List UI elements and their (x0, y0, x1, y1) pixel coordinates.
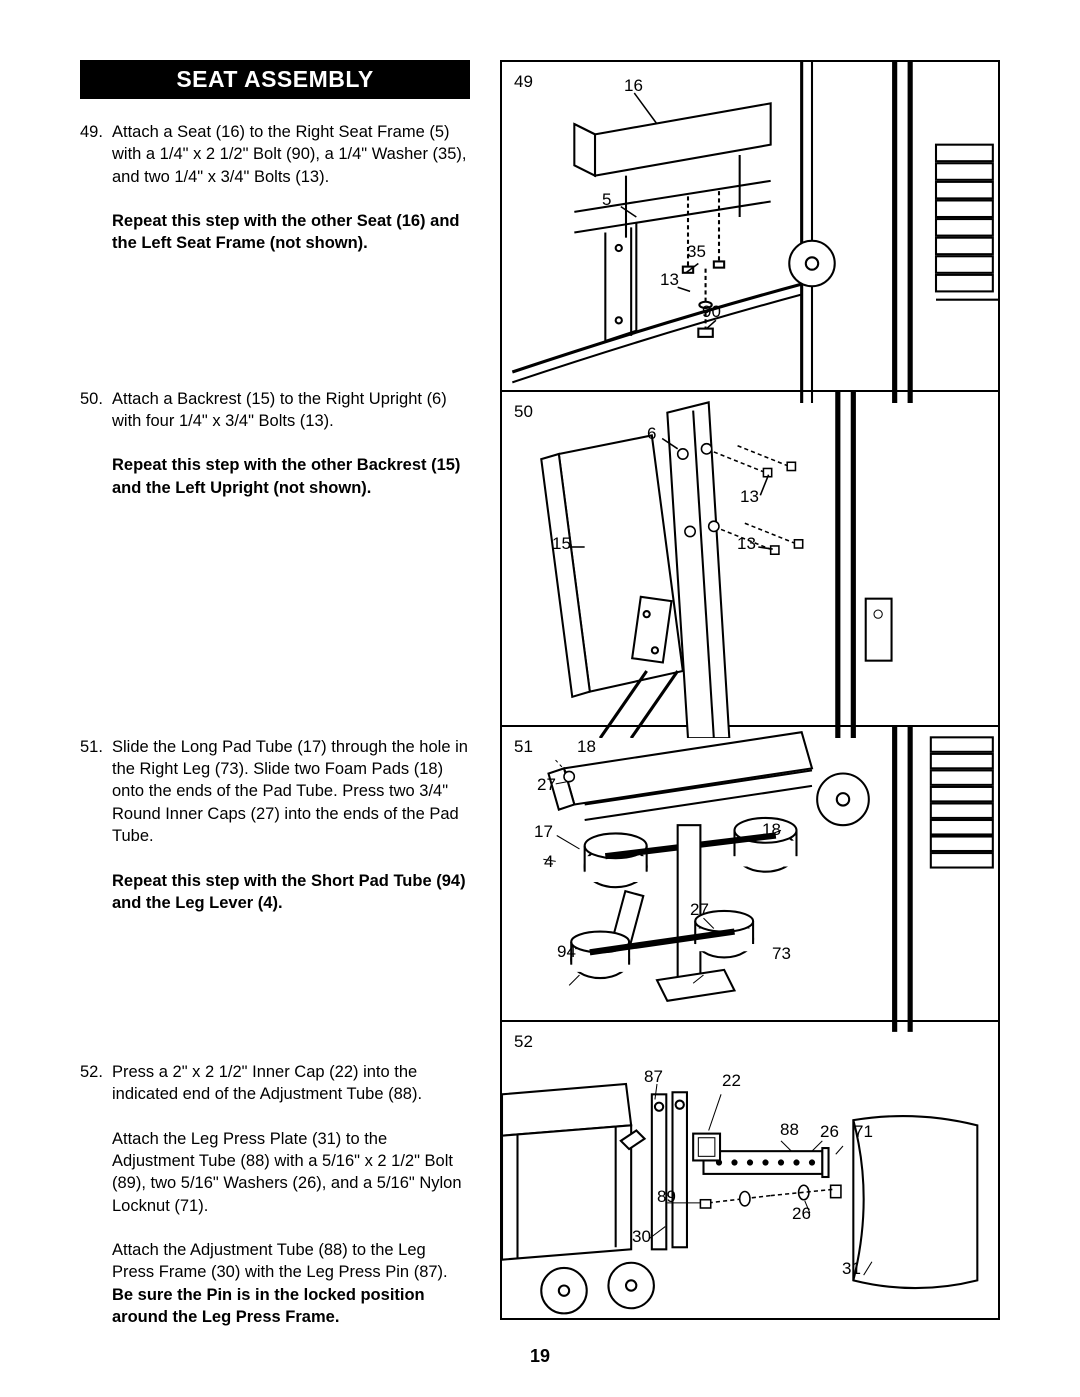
callout-94: 94 (557, 942, 576, 962)
callout-4: 4 (544, 852, 553, 872)
callout-13b: 13 (737, 534, 756, 554)
step-number: 51. (80, 736, 112, 914)
callout-18a: 18 (577, 737, 596, 757)
callout-27b: 27 (690, 900, 709, 920)
step-bold: Be sure the Pin is in the locked positio… (112, 1286, 425, 1326)
callout-15: 15 (552, 534, 571, 554)
step-bold: Repeat this step with the other Seat (16… (112, 212, 459, 252)
callout-31: 31 (842, 1259, 861, 1279)
callout-87: 87 (644, 1067, 663, 1087)
step-bold: Repeat this step with the other Backrest… (112, 456, 460, 496)
step-number: 50. (80, 388, 112, 499)
callout-13: 13 (660, 270, 679, 290)
callout-88: 88 (780, 1120, 799, 1140)
callout-73: 73 (772, 944, 791, 964)
callout-52: 52 (514, 1032, 533, 1052)
callout-30: 30 (632, 1227, 651, 1247)
step-text: Attach a Backrest (15) to the Right Upri… (112, 390, 447, 430)
step-text: Attach a Seat (16) to the Right Seat Fra… (112, 123, 466, 186)
diagram-svg-52 (502, 1022, 998, 1332)
callout-13a: 13 (740, 487, 759, 507)
step-number: 52. (80, 1061, 112, 1328)
step-bold: Repeat this step with the Short Pad Tube… (112, 872, 466, 912)
callout-5: 5 (602, 190, 611, 210)
diagram-svg-50 (502, 392, 998, 738)
diagram-50: 50 6 13 15 13 (502, 392, 998, 727)
callout-6: 6 (647, 424, 656, 444)
page-number: 19 (0, 1346, 1080, 1367)
diagram-51: 51 18 27 17 18 4 27 94 73 (502, 727, 998, 1022)
callout-71: 71 (854, 1122, 873, 1142)
callout-26a: 26 (820, 1122, 839, 1142)
diagram-49: 49 16 5 35 13 90 (502, 62, 998, 392)
section-header: SEAT ASSEMBLY (80, 60, 470, 99)
callout-18b: 18 (762, 820, 781, 840)
diagram-52: 52 87 22 88 26 71 89 26 30 31 (502, 1022, 998, 1318)
diagram-svg-49 (502, 62, 998, 403)
callout-26b: 26 (792, 1204, 811, 1224)
callout-89: 89 (657, 1187, 676, 1207)
step-text: Attach the Adjustment Tube (88) to the L… (112, 1241, 448, 1281)
callout-22: 22 (722, 1071, 741, 1091)
step-text: Slide the Long Pad Tube (17) through the… (112, 738, 468, 845)
callout-16: 16 (624, 76, 643, 96)
callout-35: 35 (687, 242, 706, 262)
callout-51: 51 (514, 737, 533, 757)
callout-50: 50 (514, 402, 533, 422)
callout-27a: 27 (537, 775, 556, 795)
callout-49: 49 (514, 72, 533, 92)
step-number: 49. (80, 121, 112, 255)
diagram-svg-51 (502, 727, 998, 1032)
step-50: 50. Attach a Backrest (15) to the Right … (80, 388, 470, 499)
step-text: Press a 2" x 2 1/2" Inner Cap (22) into … (112, 1063, 422, 1103)
step-49: 49. Attach a Seat (16) to the Right Seat… (80, 121, 470, 255)
callout-90: 90 (702, 302, 721, 322)
instruction-column: SEAT ASSEMBLY 49. Attach a Seat (16) to … (80, 60, 480, 1340)
step-51: 51. Slide the Long Pad Tube (17) through… (80, 736, 470, 914)
step-text: Attach the Leg Press Plate (31) to the A… (112, 1130, 462, 1215)
step-52: 52. Press a 2" x 2 1/2" Inner Cap (22) i… (80, 1061, 470, 1328)
diagram-column: 49 16 5 35 13 90 (500, 60, 1000, 1320)
callout-17: 17 (534, 822, 553, 842)
